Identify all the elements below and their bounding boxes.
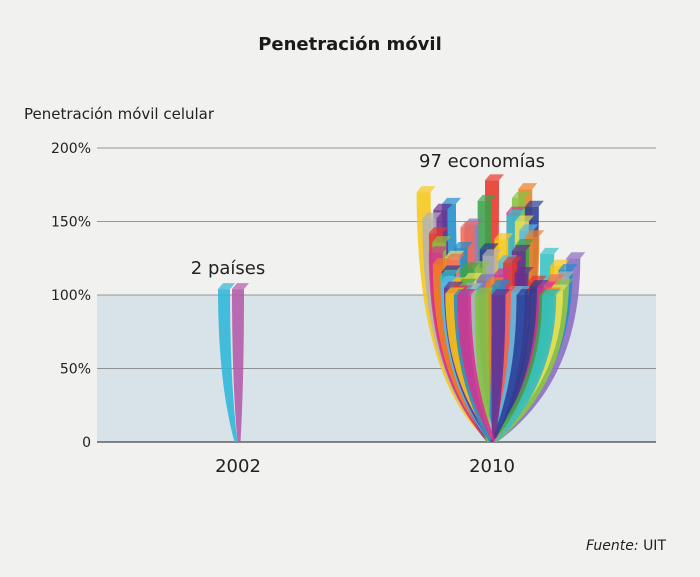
bar-cap-2010-25 <box>482 249 502 256</box>
y-tick-label: 100% <box>51 288 91 304</box>
bar-cap-2010-63 <box>474 287 494 294</box>
bar-cap-2010-21 <box>479 243 499 250</box>
bar-cap-2010-34 <box>460 262 480 269</box>
annotation-2010: 97 economías <box>419 151 545 172</box>
bar-2010-53 <box>491 287 552 442</box>
source-note: Fuente: UIT <box>586 538 666 554</box>
bar-2002-1 <box>232 289 244 442</box>
bar-group-2002 <box>218 283 249 442</box>
bar-cap-2010-38 <box>494 268 514 275</box>
bar-cap-2010-20 <box>453 241 473 248</box>
bar-cap-2010-3 <box>511 191 531 198</box>
bar-cap-2010-19 <box>515 239 535 246</box>
bar-2002-0 <box>218 289 238 442</box>
annotation-2002: 2 países <box>191 258 265 279</box>
bar-2010-66 <box>490 295 531 442</box>
bar-cap-2010-18 <box>432 236 452 243</box>
bar-cap-2010-13 <box>460 221 480 228</box>
bar-cap-2002-0 <box>218 283 235 290</box>
bar-cap-2010-17 <box>494 233 514 240</box>
bar-cap-2010-10 <box>422 212 442 219</box>
y-tick-label: 50% <box>60 362 91 378</box>
bar-cap-2010-69 <box>542 289 562 295</box>
bar-2010-67 <box>491 295 506 442</box>
bar-2010-69 <box>494 295 557 442</box>
bar-cap-2010-1 <box>518 183 538 190</box>
y-axis-title: Penetración móvil celular <box>24 105 215 123</box>
bar-cap-2010-22 <box>511 244 531 251</box>
y-tick-label: 200% <box>51 141 91 157</box>
bar-cap-2010-16 <box>525 230 545 237</box>
annotations: 2 países 97 economías <box>191 151 545 279</box>
bar-cap-2010-39 <box>440 269 460 276</box>
bar-cap-2010-6 <box>524 200 544 207</box>
bar-cap-2010-27 <box>566 252 586 259</box>
bar-2010-63 <box>474 293 490 442</box>
bar-cap-2010-48 <box>554 278 574 285</box>
bar-2010-64 <box>488 295 554 442</box>
bar-cap-2010-50 <box>491 280 511 287</box>
bar-cap-2010-15 <box>428 227 448 234</box>
bar-cap-2010-67 <box>491 289 511 295</box>
bar-cap-2010-2 <box>416 186 436 193</box>
source-label: Fuente: <box>585 538 639 554</box>
chart-title: Penetración móvil <box>258 34 442 55</box>
bar-cap-2010-53 <box>537 281 557 288</box>
bar-groups <box>218 174 586 442</box>
bar-cap-2010-66 <box>516 289 536 295</box>
bar-cap-2010-7 <box>433 203 453 210</box>
bar-cap-2010-14 <box>519 224 539 231</box>
y-tick-label: 0 <box>82 435 91 451</box>
bar-cap-2010-23 <box>428 246 448 253</box>
source-value: UIT <box>643 538 666 554</box>
y-tick-label: 150% <box>51 215 91 231</box>
bar-2010-51 <box>489 286 544 442</box>
bar-cap-2010-68 <box>457 289 477 295</box>
bar-cap-2010-11 <box>514 215 534 222</box>
bar-cap-2010-24 <box>540 247 560 254</box>
bar-cap-2010-9 <box>506 209 526 216</box>
bar-cap-2010-35 <box>558 264 578 271</box>
bar-group-2010 <box>416 174 586 442</box>
bar-cap-2002-1 <box>232 283 249 290</box>
bar-cap-2010-31 <box>432 258 452 265</box>
x-tick-labels: 2002 2010 <box>215 456 515 477</box>
bar-cap-2010-37 <box>514 266 534 273</box>
y-tick-labels: 0 50% 100% 150% 200% <box>51 141 91 451</box>
x-tick-label-2010: 2010 <box>469 456 515 477</box>
bar-cap-2010-4 <box>477 194 497 201</box>
bar-2010-68 <box>457 295 496 442</box>
x-tick-label-2002: 2002 <box>215 456 261 477</box>
bar-cap-2010-30 <box>503 256 523 263</box>
bar-cap-2010-0 <box>485 174 504 181</box>
bar-cap-2010-5 <box>441 197 461 204</box>
